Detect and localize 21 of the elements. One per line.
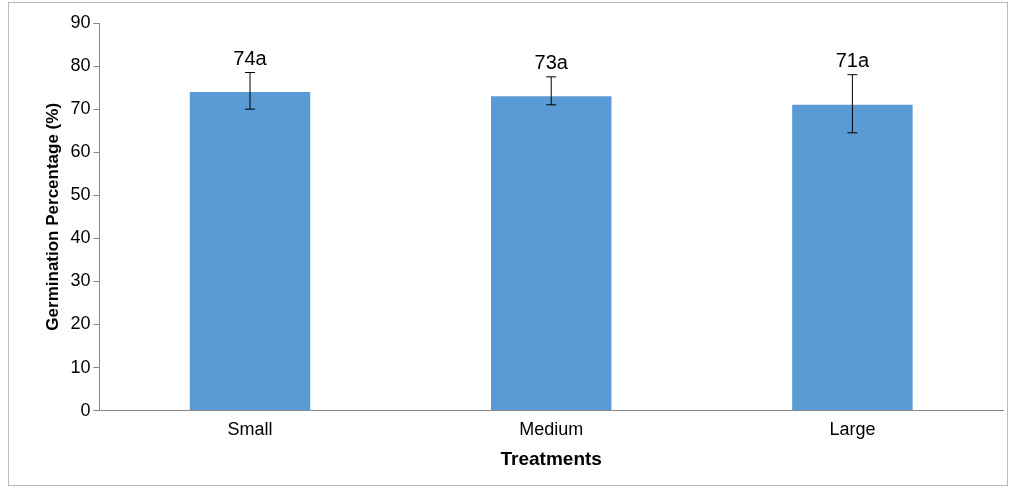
x-tick-label: Large [829,419,876,440]
data-label: 74a [233,47,268,70]
y-tick-label: 40 [70,227,91,248]
y-tick-label: 10 [70,356,91,377]
data-label: 73a [534,51,569,74]
bar [189,91,311,411]
y-axis-title: Germination Percentage (%) [42,102,62,331]
y-tick-label: 80 [70,55,91,76]
y-tick-label: 20 [70,313,91,334]
bar [490,96,612,411]
bar [792,104,913,411]
y-tick-label: 90 [70,11,91,32]
y-tick-label: 0 [80,399,91,420]
y-tick-label: 50 [70,184,91,205]
x-tick-label: Small [227,419,273,440]
data-label: 71a [835,49,870,72]
y-tick-label: 30 [70,270,91,291]
y-tick-label: 70 [70,98,91,119]
x-tick-label: Medium [519,419,584,440]
y-tick-label: 60 [70,141,91,162]
x-axis-title: Treatments [500,447,602,469]
